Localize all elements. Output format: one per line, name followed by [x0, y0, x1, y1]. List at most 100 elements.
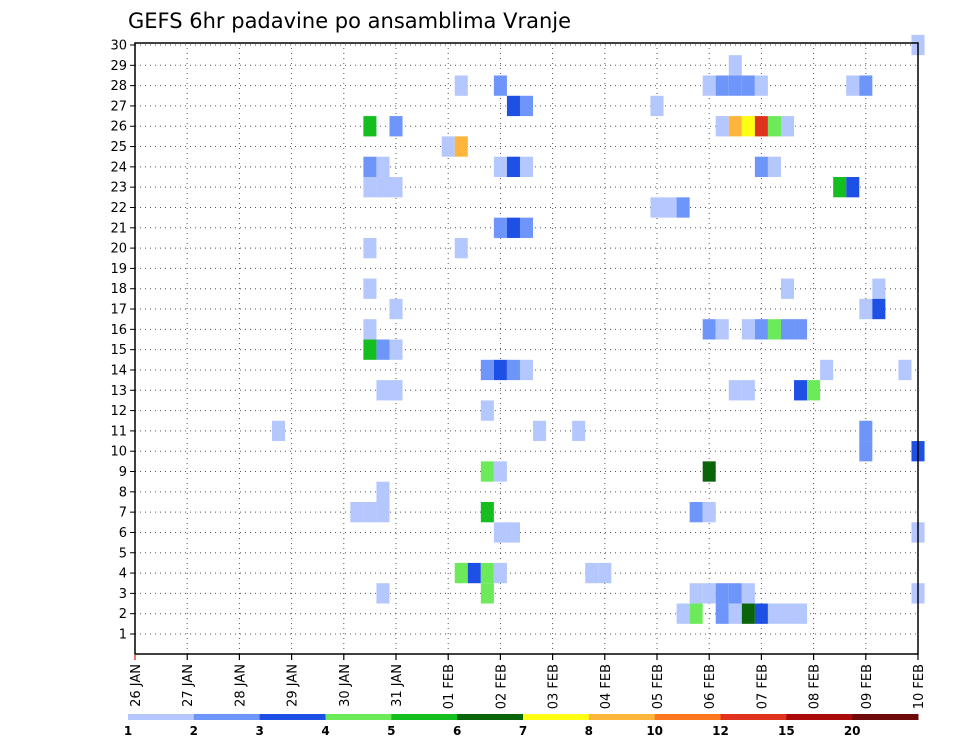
heatmap-cell [480, 583, 494, 604]
x-tick-label: 26 JAN [129, 664, 144, 707]
x-tick-label: 28 JAN [233, 664, 248, 707]
heatmap-cell [754, 319, 768, 340]
heatmap-cell [676, 197, 690, 218]
heatmap-cell [898, 359, 912, 381]
heatmap-cell [780, 603, 795, 624]
heatmap-cell [728, 55, 742, 76]
heatmap-cell [598, 562, 612, 584]
legend-label: 1 [124, 724, 132, 738]
legend-swatch [654, 714, 721, 720]
y-tick-label: 8 [119, 485, 127, 500]
x-tick-label: 30 JAN [338, 664, 353, 707]
heatmap-cell [859, 298, 873, 320]
heatmap-cell [480, 501, 494, 523]
x-tick-label: 02 FEB [494, 664, 509, 709]
legend-swatch [786, 714, 853, 720]
legend-label: 4 [321, 724, 329, 738]
heatmap-cell [715, 75, 729, 96]
heatmap-cell [389, 177, 403, 198]
y-tick-label: 26 [110, 120, 127, 135]
heatmap-cell [767, 319, 781, 340]
heatmap-cell [533, 420, 547, 442]
heatmap-cell [493, 522, 507, 543]
heatmap-cell [689, 501, 703, 523]
heatmap-cell [389, 116, 403, 137]
heatmap-cell [728, 583, 742, 604]
y-tick-label: 14 [110, 363, 127, 378]
heatmap-cell [376, 380, 390, 401]
heatmap-cell [702, 501, 716, 523]
y-axis: 1234567891011121314151617181920212223242… [110, 39, 135, 643]
heatmap-cell [350, 501, 364, 523]
heatmap-cell [728, 75, 742, 96]
heatmap-cell [872, 278, 886, 299]
heatmap-cell [506, 359, 520, 381]
y-tick-label: 20 [110, 242, 127, 257]
heatmap-cell [454, 75, 468, 96]
heatmap-cell [741, 583, 755, 604]
heatmap-cell [676, 603, 690, 624]
y-tick-label: 3 [119, 587, 127, 602]
heatmap-cell [728, 380, 742, 401]
y-tick-label: 18 [110, 282, 127, 297]
heatmap-cell [454, 237, 468, 259]
x-tick-label: 03 FEB [547, 664, 562, 709]
y-tick-label: 6 [119, 526, 127, 541]
x-tick-label: 01 FEB [442, 664, 457, 709]
legend-swatch [193, 714, 261, 720]
heatmap-cell [376, 583, 390, 604]
heatmap-cell [663, 197, 677, 218]
heatmap-cell [741, 116, 755, 137]
heatmap-cell [363, 501, 377, 523]
legend-label: 8 [585, 724, 593, 738]
heatmap-cell [389, 298, 403, 320]
y-tick-label: 2 [119, 607, 127, 622]
legend-label: 10 [646, 724, 663, 738]
heatmap-cell [454, 562, 468, 584]
heatmap-cell [754, 75, 768, 96]
heatmap-cell [728, 116, 742, 137]
x-tick-label: 29 JAN [286, 664, 301, 707]
heatmap-cell [859, 75, 873, 96]
heatmap-cell [389, 339, 403, 360]
heatmap-cell [859, 441, 873, 462]
heatmap-cell [780, 319, 795, 340]
heatmap-cell [376, 177, 390, 198]
heatmap-cell [807, 380, 821, 401]
heatmap-cell [754, 603, 768, 624]
heatmap-cell [741, 75, 755, 96]
legend-label: 6 [453, 724, 461, 738]
y-tick-label: 9 [119, 465, 127, 480]
legend-label: 15 [778, 724, 795, 738]
heatmap-cell [506, 217, 520, 238]
heatmap-cell [363, 278, 377, 299]
heatmap-cell [741, 319, 755, 340]
x-tick-label: 31 JAN [390, 664, 405, 707]
heatmap-cell [376, 156, 390, 178]
heatmap-cell [767, 116, 781, 137]
heatmap-cell [519, 217, 534, 238]
heatmap-cell [741, 603, 755, 624]
legend-swatch [128, 714, 195, 720]
legend-label: 2 [190, 724, 198, 738]
heatmap-cell [363, 237, 377, 259]
legend-swatch [720, 714, 787, 720]
heatmap-cell [715, 319, 729, 340]
heatmap-cell [480, 562, 494, 584]
heatmap-cell [493, 217, 507, 238]
heatmap-cell [767, 603, 781, 624]
heatmap-cell [493, 562, 507, 584]
heatmap-cell [363, 177, 377, 198]
legend-swatch [523, 714, 590, 720]
heatmap-cell [820, 359, 834, 381]
x-tick-label: 06 FEB [703, 664, 718, 709]
y-tick-label: 5 [119, 546, 127, 561]
heatmap-cell [506, 95, 520, 117]
heatmap-cell [650, 197, 664, 218]
heatmap-cell [389, 380, 403, 401]
heatmap-cell [728, 603, 742, 624]
y-tick-label: 29 [110, 59, 127, 74]
heatmap-cell [454, 136, 468, 157]
